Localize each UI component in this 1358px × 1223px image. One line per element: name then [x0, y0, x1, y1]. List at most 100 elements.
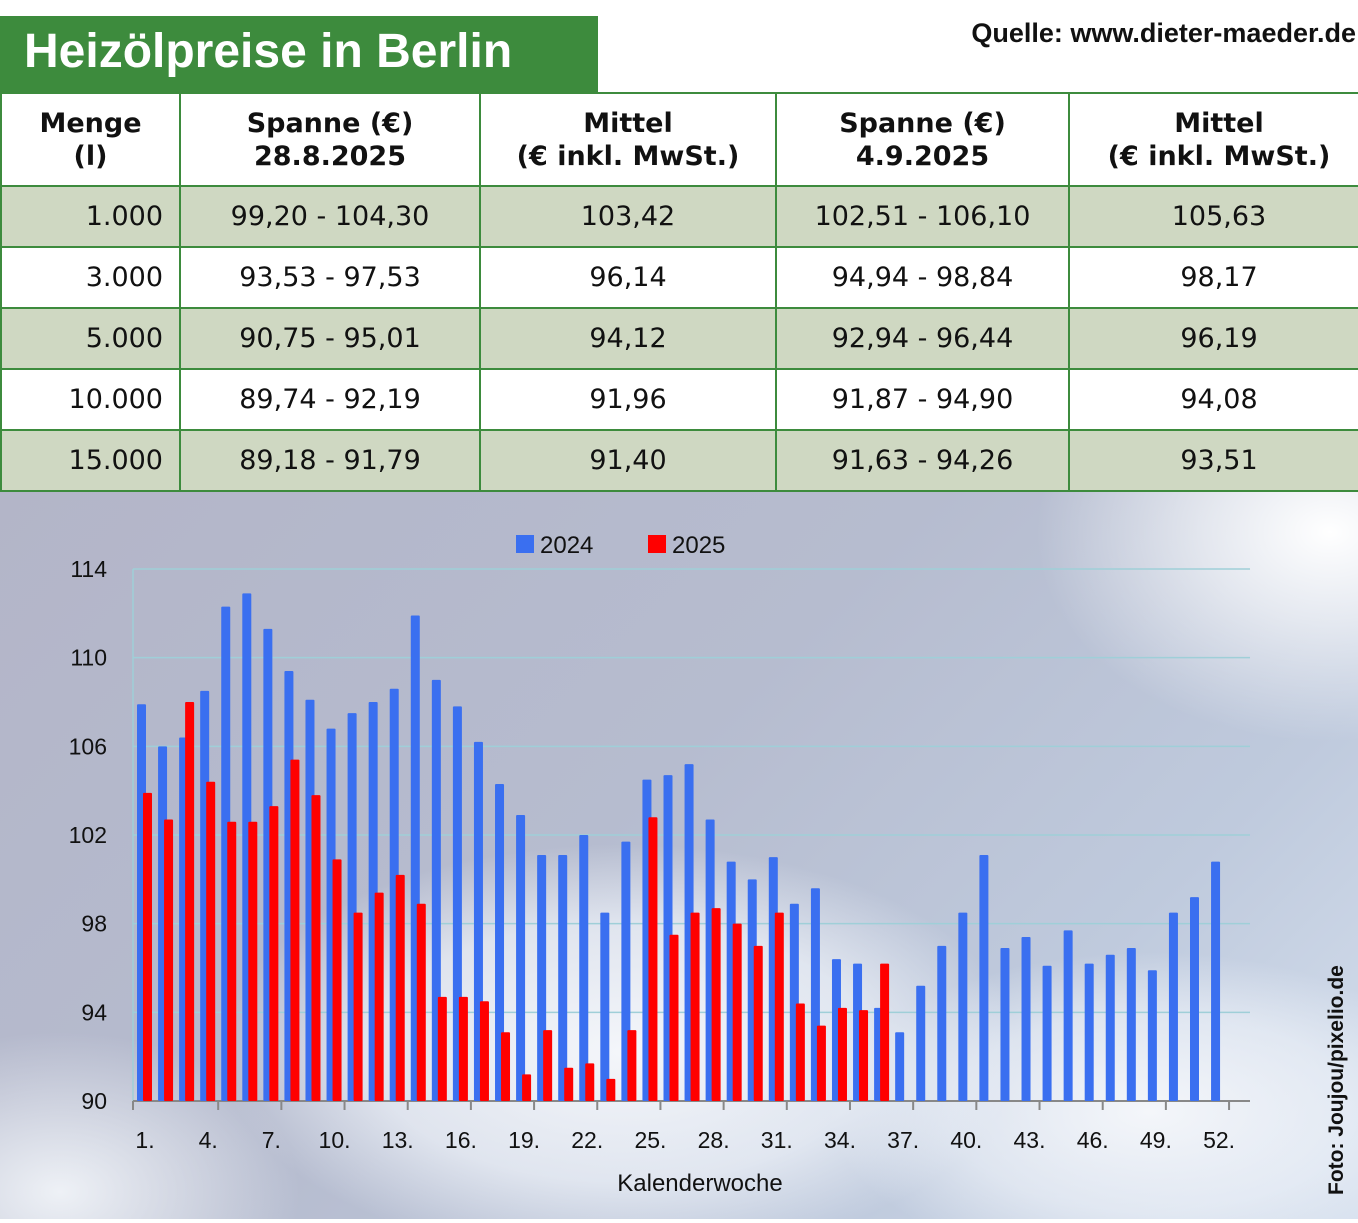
table-cell: 94,94 - 98,84 [775, 246, 1070, 309]
table-cell: 94,12 [479, 307, 777, 370]
bar-2024-week-47 [1105, 954, 1115, 1101]
bar-2025-week-19 [522, 1074, 532, 1101]
table-cell: 15.000 [0, 429, 181, 492]
bar-2024-week-49 [1147, 970, 1157, 1101]
table-cell: 93,53 - 97,53 [179, 246, 481, 309]
table-cell: 10.000 [0, 368, 181, 431]
x-tick-label: 7. [262, 1127, 281, 1153]
bar-2024-week-52 [1211, 861, 1221, 1101]
table-cell: 91,40 [479, 429, 777, 492]
bar-2025-week-2 [164, 819, 174, 1101]
bar-2025-week-13 [395, 874, 405, 1101]
bar-2024-week-18 [495, 784, 505, 1101]
table-cell: 103,42 [479, 185, 777, 248]
column-header-line: Mittel [583, 107, 673, 139]
bar-2024-week-43 [1021, 936, 1031, 1101]
source-label: Quelle: www.dieter-maeder.de [971, 18, 1356, 48]
bar-2025-week-3 [185, 702, 195, 1101]
y-tick-label: 90 [81, 1088, 107, 1114]
table-cell: 98,17 [1068, 246, 1358, 309]
bar-2025-week-14 [416, 903, 426, 1101]
table-cell: 90,75 - 95,01 [179, 307, 481, 370]
bar-2025-week-33 [816, 1025, 826, 1101]
bar-2024-week-38 [916, 985, 926, 1101]
bar-2025-week-22 [585, 1063, 595, 1101]
bar-2024-week-39 [937, 945, 947, 1101]
bar-2024-week-15 [431, 679, 441, 1101]
table-cell: 89,74 - 92,19 [179, 368, 481, 431]
bar-2024-week-37 [895, 1032, 905, 1101]
x-tick-label: 1. [135, 1127, 154, 1153]
bar-2024-week-41 [979, 854, 989, 1101]
legend-label: 2024 [540, 532, 593, 559]
table-cell: 96,19 [1068, 307, 1358, 370]
x-tick-label: 10. [319, 1127, 351, 1153]
table-cell: 91,96 [479, 368, 777, 431]
x-tick-label: 4. [199, 1127, 218, 1153]
price-table: Menge (l) Spanne (€) 28.8.2025 Mittel (€ inkl… [0, 92, 1358, 492]
bar-2025-week-20 [543, 1030, 553, 1101]
bar-2025-week-27 [690, 912, 700, 1101]
x-tick-label: 46. [1077, 1127, 1109, 1153]
bar-2024-week-44 [1042, 965, 1052, 1101]
bar-2025-week-15 [437, 996, 447, 1101]
column-header: Mittel (€ inkl. MwSt.) [1068, 92, 1358, 187]
table-cell: 93,51 [1068, 429, 1358, 492]
y-tick-label: 110 [70, 645, 107, 671]
table-cell: 94,08 [1068, 368, 1358, 431]
x-tick-label: 28. [698, 1127, 730, 1153]
table-row: 10.000 89,74 - 92,19 91,96 91,87 - 94,90 94,… [0, 368, 1358, 431]
table-cell: 5.000 [0, 307, 181, 370]
x-axis-label: Kalenderwoche [617, 1170, 782, 1197]
bar-2025-week-8 [290, 759, 300, 1101]
bar-2025-week-21 [564, 1067, 574, 1101]
bar-2024-week-50 [1168, 912, 1178, 1101]
bar-2025-week-36 [880, 963, 890, 1101]
bar-2025-week-10 [332, 859, 342, 1101]
bar-2025-week-35 [859, 1010, 869, 1101]
x-tick-label: 25. [634, 1127, 666, 1153]
bar-2025-week-5 [227, 821, 237, 1101]
table-cell: 96,14 [479, 246, 777, 309]
legend-swatch [648, 535, 666, 553]
bar-2025-week-12 [374, 892, 384, 1101]
column-header: Menge (l) [0, 92, 181, 187]
column-header: Spanne (€) 4.9.2025 [775, 92, 1070, 187]
column-header-line: (€ inkl. MwSt.) [1107, 140, 1331, 172]
legend-swatch [516, 535, 534, 553]
column-header-line: (€ inkl. MwSt.) [516, 140, 740, 172]
bar-2025-week-4 [206, 781, 216, 1101]
x-tick-label: 37. [887, 1127, 919, 1153]
column-header-line: (l) [73, 140, 108, 172]
bar-2025-week-24 [627, 1030, 637, 1101]
table-cell: 1.000 [0, 185, 181, 248]
bar-2025-week-25 [648, 817, 658, 1101]
page-title: Heizölpreise in Berlin [0, 16, 598, 92]
column-header-line: Mittel [1174, 107, 1264, 139]
bar-2025-week-34 [837, 1007, 847, 1101]
table-row: 15.000 89,18 - 91,79 91,40 91,63 - 94,26 93,… [0, 429, 1358, 492]
bar-2024-week-23 [600, 912, 610, 1101]
bar-2024-week-19 [516, 815, 526, 1101]
table-cell: 105,63 [1068, 185, 1358, 248]
y-tick-label: 94 [81, 999, 107, 1025]
bar-2025-week-18 [501, 1032, 511, 1101]
table-row: 3.000 93,53 - 97,53 96,14 94,94 - 98,84 98,1… [0, 246, 1358, 309]
bar-2025-week-26 [669, 934, 679, 1101]
table-cell: 102,51 - 106,10 [775, 185, 1070, 248]
table-cell: 92,94 - 96,44 [775, 307, 1070, 370]
x-tick-label: 16. [445, 1127, 477, 1153]
legend-label: 2025 [672, 532, 725, 559]
chart-area: 90 94 98 102 106 110 114 1. 4. 7. 10. 13. 16. 19. 22. 2… [0, 492, 1358, 1219]
table-row: 1.000 99,20 - 104,30 103,42 102,51 - 106,10… [0, 185, 1358, 248]
bar-2024-week-46 [1084, 963, 1094, 1101]
column-header-line: Spanne (€) [839, 107, 1006, 139]
x-tick-label: 43. [1014, 1127, 1046, 1153]
table-cell: 91,87 - 94,90 [775, 368, 1070, 431]
column-header-line: 28.8.2025 [253, 140, 407, 172]
bar-2025-week-29 [732, 923, 742, 1101]
bar-2025-week-11 [353, 912, 363, 1101]
x-tick-label: 49. [1140, 1127, 1172, 1153]
table-cell: 3.000 [0, 246, 181, 309]
table-header-row: Menge (l) Spanne (€) 28.8.2025 Mittel (€ inkl… [0, 92, 1358, 187]
